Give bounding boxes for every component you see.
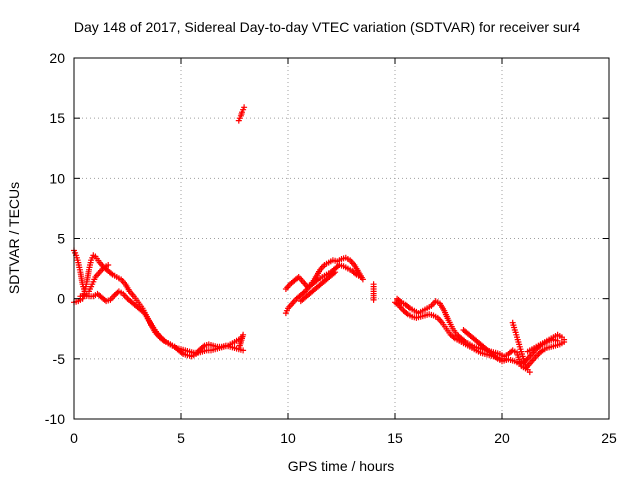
y-tick-label: 5	[57, 231, 65, 247]
y-tick-label: 10	[49, 170, 65, 186]
x-tick-label: 5	[177, 430, 185, 446]
data-points	[71, 104, 568, 376]
data-point	[359, 276, 366, 283]
data-point	[561, 336, 568, 343]
x-tick-label: 0	[70, 430, 78, 446]
x-axis-label: GPS time / hours	[288, 458, 395, 474]
x-tick-label: 20	[494, 430, 510, 446]
data-point	[240, 347, 247, 354]
y-tick-label: -5	[53, 351, 66, 367]
chart-title: Day 148 of 2017, Sidereal Day-to-day VTE…	[74, 19, 580, 35]
data-point	[503, 357, 510, 363]
y-tick-label: 20	[49, 50, 65, 66]
data-point	[105, 262, 112, 268]
y-tick-label: 15	[49, 110, 65, 126]
data-point	[526, 369, 533, 376]
y-axis-label: SDTVAR / TECUs	[6, 182, 22, 294]
data-point	[370, 296, 377, 303]
data-point	[236, 342, 243, 349]
x-tick-label: 15	[387, 430, 403, 446]
x-tick-label: 10	[280, 430, 296, 446]
x-tick-label: 25	[601, 430, 617, 446]
y-tick-label: 0	[57, 291, 65, 307]
axes: 0 5 10 15 20 25 -10 -5 0 5 10 15 20	[45, 50, 617, 446]
y-tick-label: -10	[45, 411, 65, 427]
data-point	[241, 104, 248, 111]
data-point	[332, 269, 339, 276]
